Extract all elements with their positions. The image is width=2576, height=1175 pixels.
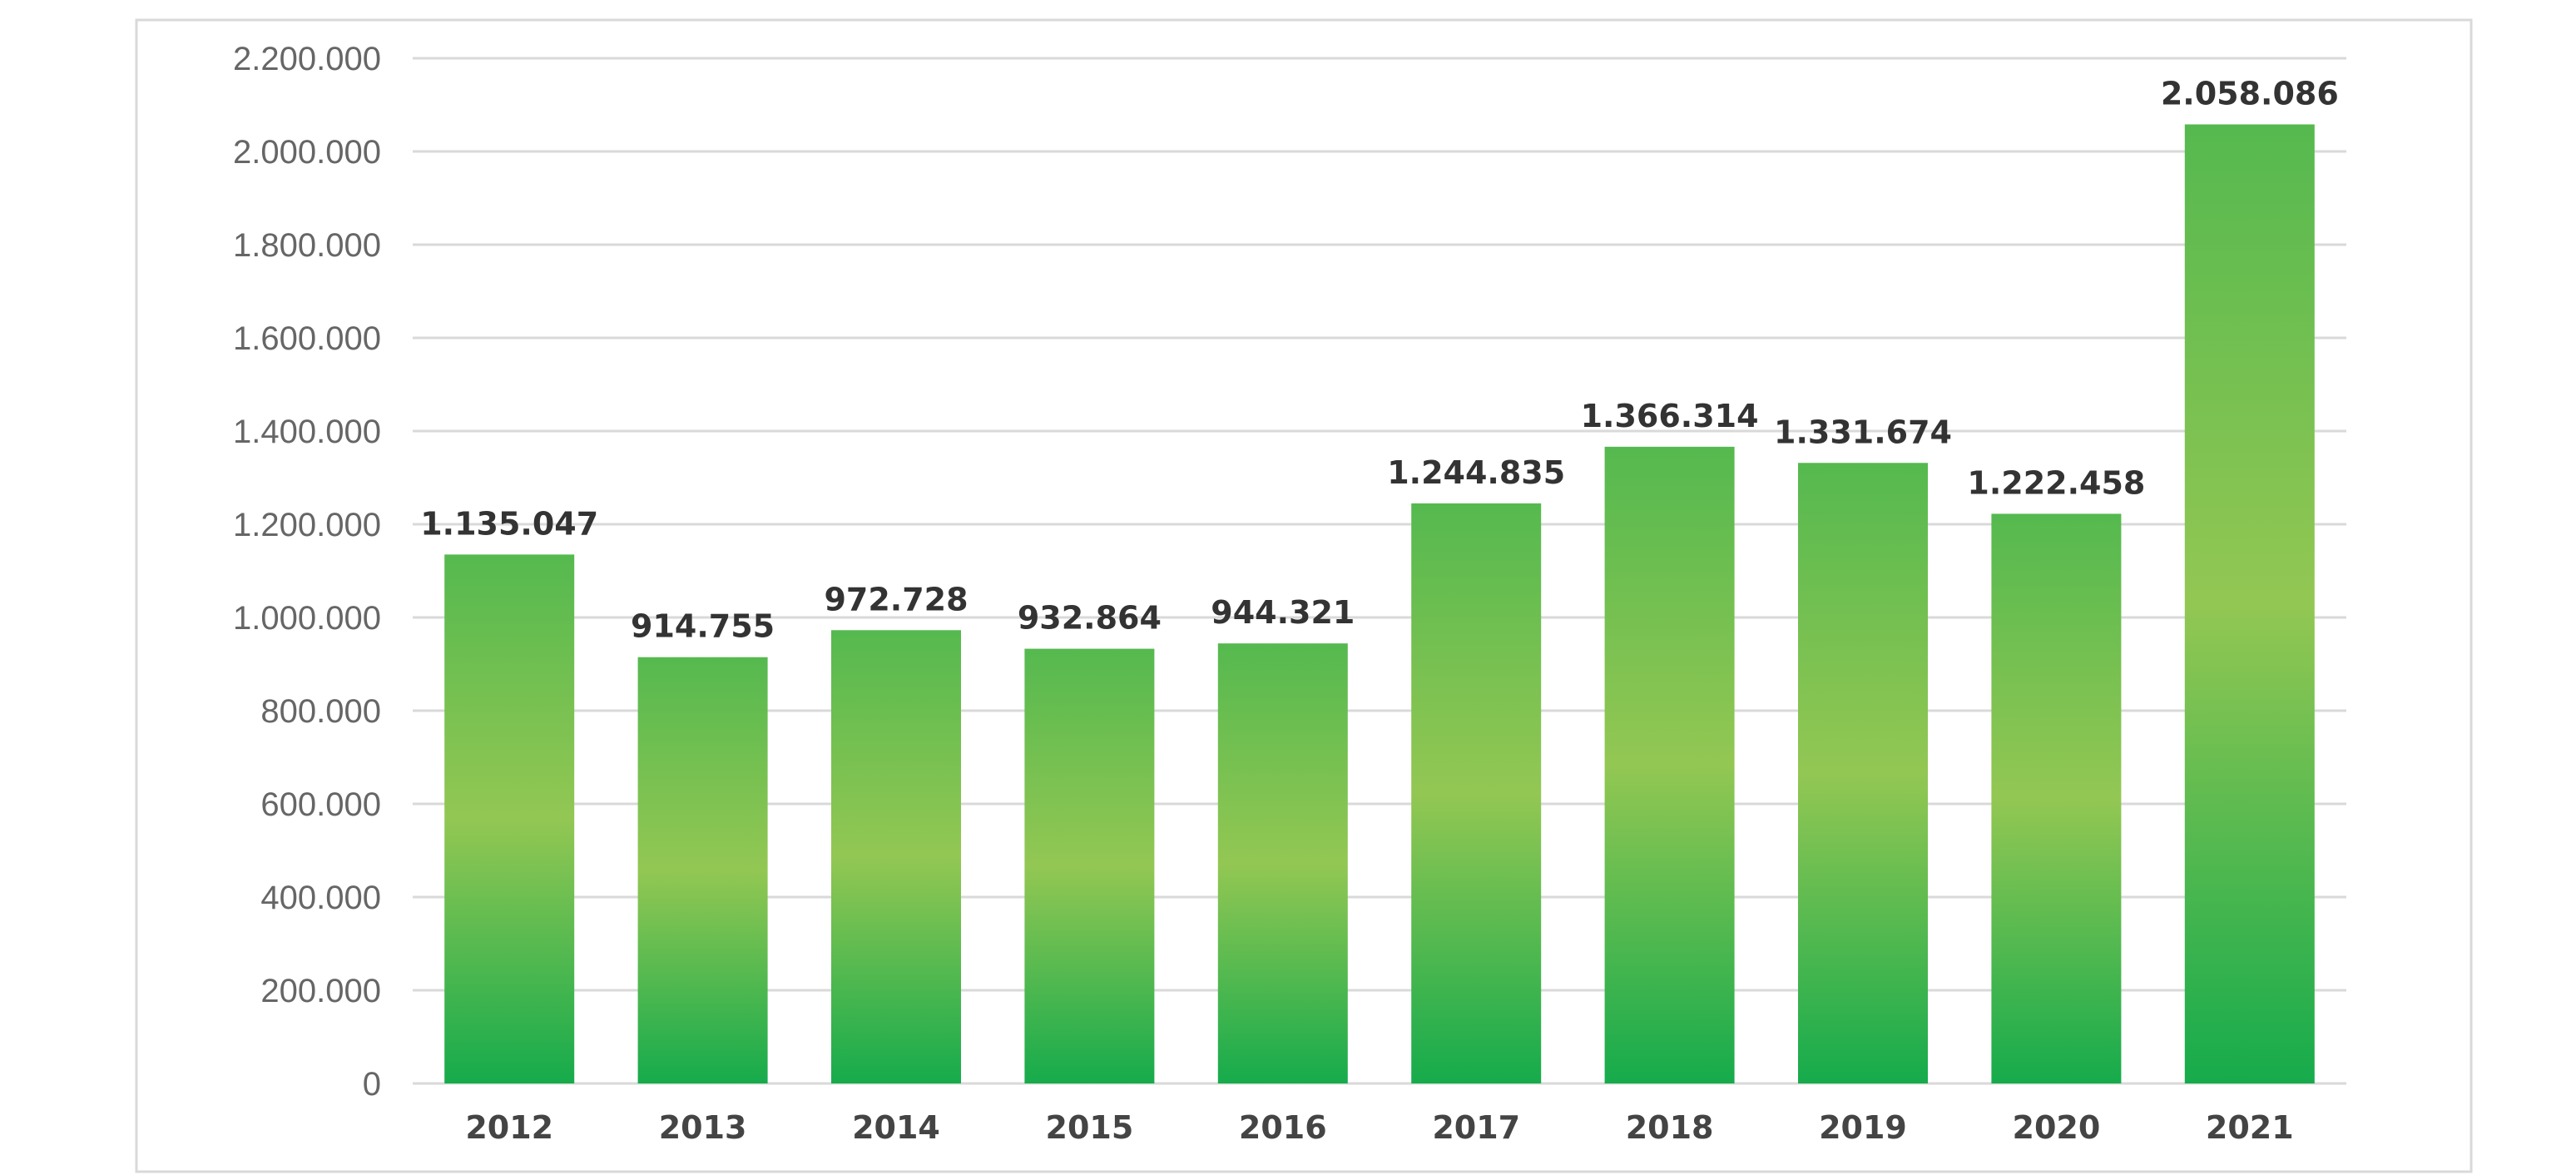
bar-2016 xyxy=(1217,643,1348,1083)
data-label: 914.755 xyxy=(631,608,775,645)
data-label: 932.864 xyxy=(1018,600,1162,637)
bar-2018 xyxy=(1604,446,1735,1083)
x-tick-label: 2021 xyxy=(2206,1109,2294,1146)
y-tick-label: 200.000 xyxy=(260,973,381,1009)
data-label: 1.222.458 xyxy=(1967,464,2145,501)
x-tick-label: 2016 xyxy=(1239,1109,1327,1146)
x-tick-label: 2015 xyxy=(1046,1109,1134,1146)
x-tick-label: 2017 xyxy=(1432,1109,1520,1146)
bar-2012 xyxy=(444,554,575,1083)
y-tick-label: 0 xyxy=(363,1066,381,1103)
x-tick-label: 2014 xyxy=(852,1109,940,1146)
y-tick-label: 400.000 xyxy=(260,880,381,916)
bar-2017 xyxy=(1411,503,1542,1083)
x-tick-label: 2019 xyxy=(1819,1109,1907,1146)
y-tick-label: 800.000 xyxy=(260,693,381,730)
bar-2013 xyxy=(637,657,768,1083)
y-tick-label: 1.600.000 xyxy=(233,320,381,357)
bar-2014 xyxy=(831,630,961,1083)
x-axis-ticks: 2012 2013 2014 2015 2016 2017 2018 2019 2020 2021 xyxy=(465,1109,2293,1146)
data-label: 1.244.835 xyxy=(1387,454,1565,491)
y-tick-label: 1.400.000 xyxy=(233,414,381,450)
data-label: 972.728 xyxy=(824,581,968,617)
y-tick-label: 1.200.000 xyxy=(233,507,381,543)
bar-2015 xyxy=(1024,648,1155,1083)
bars xyxy=(444,124,2315,1084)
x-tick-label: 2018 xyxy=(1626,1109,1714,1146)
data-label: 944.321 xyxy=(1211,594,1355,631)
y-tick-label: 600.000 xyxy=(260,786,381,823)
bar-2020 xyxy=(1991,513,2122,1083)
data-label: 2.058.086 xyxy=(2161,75,2339,112)
bar-2021 xyxy=(2184,124,2315,1084)
y-tick-label: 1.800.000 xyxy=(233,227,381,264)
x-tick-label: 2012 xyxy=(465,1109,553,1146)
y-axis-ticks: 0 200.000 400.000 600.000 800.000 1.000.000 1.… xyxy=(233,41,381,1103)
data-labels: 1.135.047 914.755 972.728 932.864 944.321 1.2… xyxy=(420,75,2339,644)
y-tick-label: 1.000.000 xyxy=(233,600,381,637)
data-label: 1.135.047 xyxy=(420,505,598,542)
x-tick-label: 2020 xyxy=(2013,1109,2101,1146)
x-tick-label: 2013 xyxy=(659,1109,747,1146)
data-label: 1.366.314 xyxy=(1581,398,1759,434)
y-tick-label: 2.000.000 xyxy=(233,134,381,171)
data-label: 1.331.674 xyxy=(1774,414,1952,450)
bar-2019 xyxy=(1798,463,1928,1083)
y-tick-label: 2.200.000 xyxy=(233,41,381,77)
